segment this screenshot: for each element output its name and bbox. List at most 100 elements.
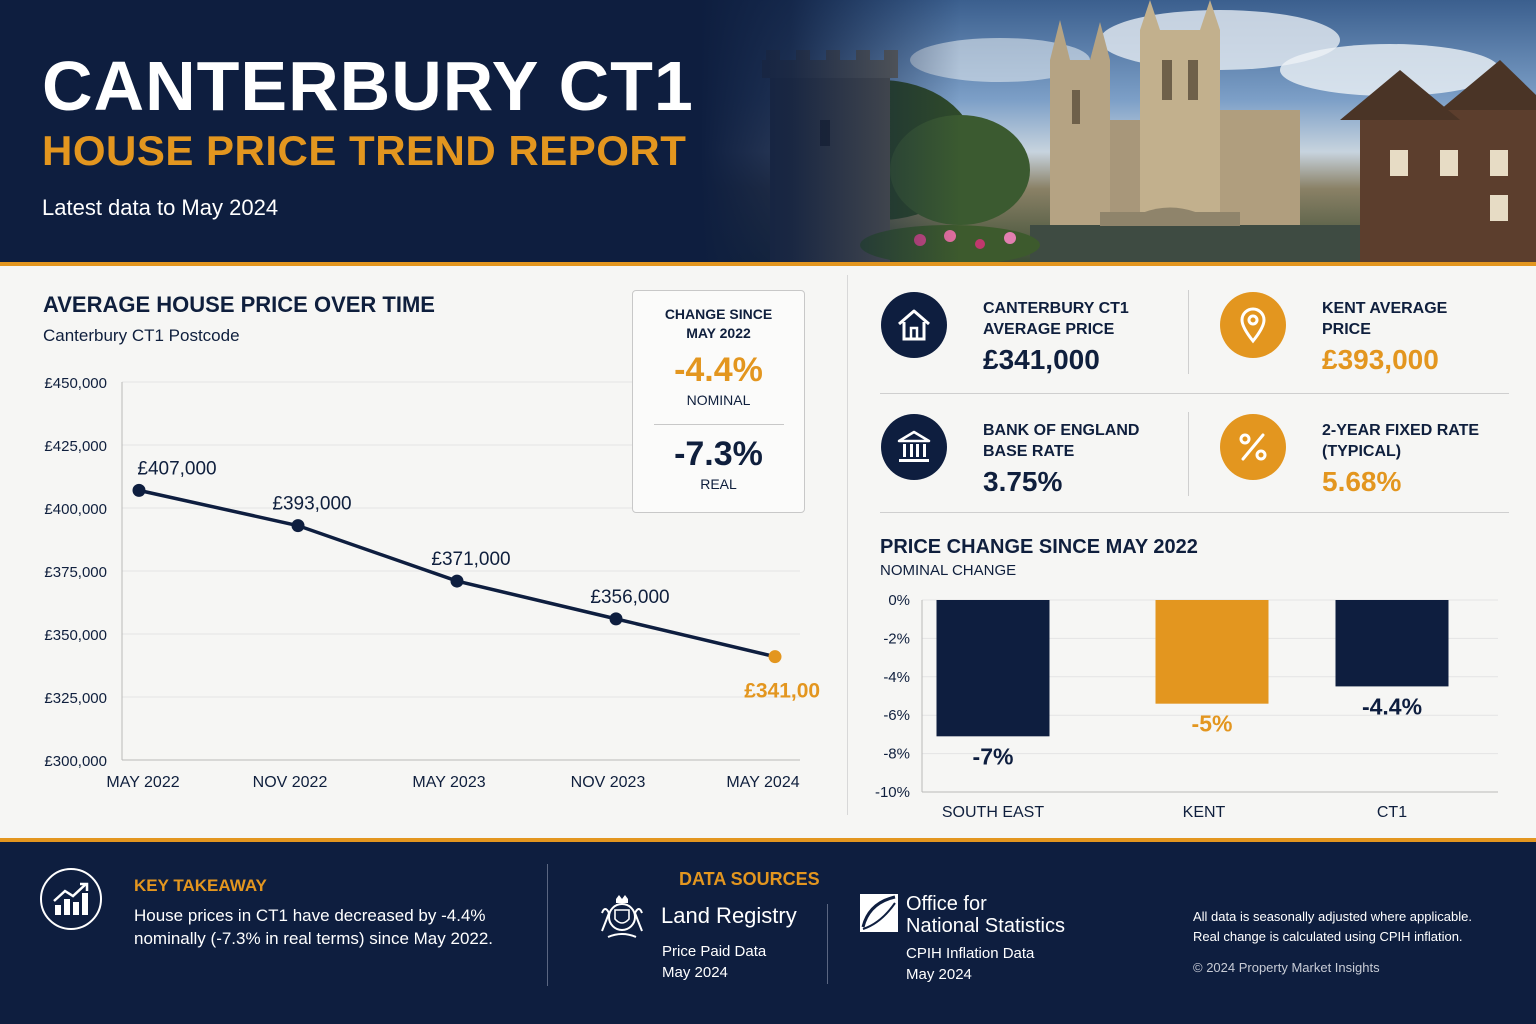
footer-divider [0, 838, 1536, 842]
nominal-change-label: NOMINAL [686, 392, 751, 408]
land-registry-name: Land Registry [661, 903, 797, 928]
data-sources-title: DATA SOURCES [679, 869, 820, 889]
footer-divider-vertical [547, 864, 548, 986]
land-registry-crest-icon [601, 895, 643, 938]
copyright: © 2024 Property Market Insights [1193, 960, 1380, 975]
data-label: £341,000 [744, 680, 820, 703]
nominal-change-value: -4.4% [674, 351, 763, 389]
y-tick-label: £450,000 [44, 375, 107, 392]
data-label: -5% [1192, 711, 1233, 737]
x-tick-label: SOUTH EAST [942, 804, 1044, 821]
ons-name-line: National Statistics [906, 915, 1065, 937]
bar [936, 600, 1050, 737]
y-tick-label: £325,000 [44, 690, 107, 707]
data-point [450, 574, 464, 588]
header-divider [0, 262, 1536, 266]
real-change-label: REAL [700, 476, 737, 492]
land-registry-date: May 2024 [662, 964, 728, 981]
y-tick-label: £350,000 [44, 627, 107, 644]
note-line: Real change is calculated using CPIH inf… [1193, 929, 1463, 944]
y-tick-label: -4% [883, 669, 910, 686]
change-box-separator [653, 424, 784, 425]
y-tick-label: -6% [883, 707, 910, 724]
data-label: £407,000 [137, 458, 216, 479]
kpi-label: BANK OF ENGLAND BASE RATE [983, 422, 1140, 460]
ons-detail: CPIH Inflation Data May 2024 [906, 943, 1034, 985]
kpi-divider [1188, 290, 1189, 374]
data-point [768, 650, 782, 664]
kpi-divider [1188, 412, 1189, 496]
x-tick-label: NOV 2023 [571, 774, 646, 791]
data-label: -4.4% [1362, 693, 1422, 719]
ons-logo-icon [860, 894, 898, 932]
data-point [609, 612, 623, 626]
data-date: Latest data to May 2024 [42, 195, 279, 220]
kpi-label: CANTERBURY CT1 AVERAGE PRICE [983, 300, 1129, 338]
column-divider [847, 275, 848, 815]
page-subtitle: HOUSE PRICE TREND REPORT [42, 127, 687, 174]
ons-date: May 2024 [906, 966, 972, 983]
bar-chart-title: PRICE CHANGE SINCE MAY 2022 [880, 536, 1198, 558]
ons-dataset: CPIH Inflation Data [906, 945, 1035, 962]
data-label: £371,000 [431, 549, 510, 570]
kpi-label: KENT AVERAGE PRICE [1322, 300, 1448, 338]
kpi-base-rate: BANK OF ENGLAND BASE RATE 3.75% [881, 414, 1171, 504]
header-fade [700, 0, 960, 262]
y-tick-label: -8% [883, 746, 910, 763]
data-label: £393,000 [272, 494, 351, 515]
page-title: CANTERBURY CT1 [42, 47, 694, 125]
change-since-box: CHANGE SINCE MAY 2022 -4.4% NOMINAL -7.3… [632, 290, 805, 513]
x-tick-label: MAY 2022 [106, 774, 179, 791]
ons-name-line: Office for [906, 893, 987, 915]
kpi-value: 3.75% [983, 466, 1063, 497]
x-tick-label: MAY 2024 [726, 774, 799, 791]
kpi-divider [880, 512, 1509, 513]
data-point [132, 483, 146, 497]
y-tick-label: £400,000 [44, 501, 107, 518]
x-tick-label: CT1 [1377, 804, 1407, 821]
house-icon [881, 292, 947, 358]
bar-chart: 0% -2% -4% -6% -8% -10% -7% SOUTH EAST -5% KENT -4… [875, 592, 1498, 821]
x-tick-label: MAY 2023 [412, 774, 485, 791]
data-label: £356,000 [590, 587, 669, 608]
x-tick-label: NOV 2022 [253, 774, 328, 791]
key-takeaway-title: KEY TAKEAWAY [134, 876, 267, 895]
data-label: -7% [973, 743, 1014, 769]
y-tick-label: £425,000 [44, 438, 107, 455]
land-registry-detail: Price Paid Data May 2024 [662, 941, 766, 983]
kpi-kent-average-price: KENT AVERAGE PRICE £393,000 [1220, 292, 1510, 382]
kpi-value: £341,000 [983, 344, 1100, 375]
bar-chart-subtitle: NOMINAL CHANGE [880, 562, 1017, 579]
note-line: All data is seasonally adjusted where ap… [1193, 909, 1472, 924]
kpi-divider [880, 393, 1509, 394]
price-line [138, 488, 776, 659]
methodology-note: All data is seasonally adjusted where ap… [1193, 907, 1472, 947]
kpi-label: 2-YEAR FIXED RATE (TYPICAL) [1322, 422, 1480, 460]
percent-icon [1220, 414, 1286, 480]
line-chart: £300,000 £325,000 £350,000 £375,000 £400,000… [44, 375, 820, 791]
bank-icon [881, 414, 947, 480]
line-chart-title: AVERAGE HOUSE PRICE OVER TIME [43, 292, 435, 317]
ons-name: Office for National Statistics [906, 893, 1065, 937]
line-chart-subtitle: Canterbury CT1 Postcode [43, 326, 240, 345]
y-tick-label: 0% [888, 592, 910, 609]
trend-chart-icon [40, 868, 102, 930]
real-change-value: -7.3% [674, 435, 763, 473]
change-box-heading: CHANGE SINCE MAY 2022 [664, 306, 773, 341]
y-tick-label: £300,000 [44, 753, 107, 770]
key-takeaway-text: House prices in CT1 have decreased by -4… [134, 906, 494, 948]
y-tick-label: -2% [883, 630, 910, 647]
data-point [291, 519, 305, 533]
footer [0, 842, 1536, 1024]
x-tick-label: KENT [1183, 804, 1226, 821]
kpi-ct1-average-price: CANTERBURY CT1 AVERAGE PRICE £341,000 [881, 292, 1171, 382]
kpi-value: 5.68% [1322, 466, 1402, 497]
kpi-fixed-rate: 2-YEAR FIXED RATE (TYPICAL) 5.68% [1220, 414, 1510, 504]
bar [1155, 600, 1269, 704]
location-pin-icon [1220, 292, 1286, 358]
bar [1335, 600, 1449, 687]
kpi-value: £393,000 [1322, 344, 1439, 375]
y-tick-label: -10% [875, 784, 910, 801]
footer-divider-vertical [827, 904, 828, 984]
header-banner: CANTERBURY CT1 HOUSE PRICE TREND REPORT … [0, 0, 1536, 262]
